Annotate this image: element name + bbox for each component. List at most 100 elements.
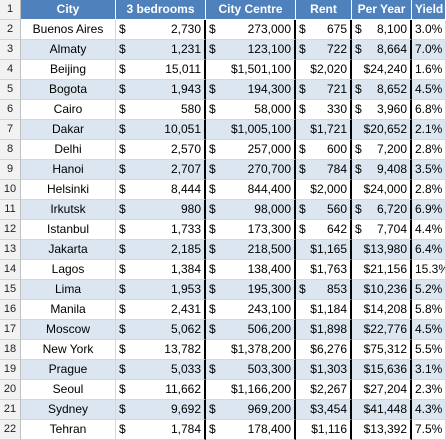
cell-rent[interactable]: $1,763 <box>296 260 352 280</box>
cell-city[interactable]: Moscow <box>21 320 116 340</box>
cell-rent[interactable]: $1,898 <box>296 320 352 340</box>
cell-city-centre[interactable]: $218,500 <box>206 240 296 260</box>
cell-city-centre[interactable]: $173,300 <box>206 220 296 240</box>
cell-rent[interactable]: $6,276 <box>296 340 352 360</box>
cell-city-centre[interactable]: $138,400 <box>206 260 296 280</box>
cell-per-year[interactable]: $8,100 <box>352 20 412 40</box>
cell-yield[interactable]: 6.8% <box>412 100 446 120</box>
cell-city-centre[interactable]: $1,378,200 <box>206 340 296 360</box>
cell-3-bedrooms[interactable]: $1,231 <box>116 40 206 60</box>
cell-per-year[interactable]: $41,448 <box>352 400 412 420</box>
cell-rent[interactable]: $675 <box>296 20 352 40</box>
cell-city-centre[interactable]: $58,000 <box>206 100 296 120</box>
cell-city-centre[interactable]: $1,501,100 <box>206 60 296 80</box>
cell-yield[interactable]: 2.8% <box>412 180 446 200</box>
cell-rent[interactable]: $1,165 <box>296 240 352 260</box>
cell-city-centre[interactable]: $844,400 <box>206 180 296 200</box>
cell-3-bedrooms[interactable]: $13,782 <box>116 340 206 360</box>
cell-per-year[interactable]: $13,980 <box>352 240 412 260</box>
cell-3-bedrooms[interactable]: $2,707 <box>116 160 206 180</box>
cell-3-bedrooms[interactable]: $15,011 <box>116 60 206 80</box>
cell-3-bedrooms[interactable]: $5,062 <box>116 320 206 340</box>
cell-yield[interactable]: 4.4% <box>412 220 446 240</box>
cell-3-bedrooms[interactable]: $2,570 <box>116 140 206 160</box>
cell-per-year[interactable]: $14,208 <box>352 300 412 320</box>
cell-rent[interactable]: $600 <box>296 140 352 160</box>
row-number[interactable]: 11 <box>0 200 21 220</box>
cell-city[interactable]: Bogota <box>21 80 116 100</box>
row-number[interactable]: 16 <box>0 300 21 320</box>
cell-city-centre[interactable]: $194,300 <box>206 80 296 100</box>
cell-yield[interactable]: 6.9% <box>412 200 446 220</box>
cell-city[interactable]: Tehran <box>21 420 116 440</box>
cell-city-centre[interactable]: $123,100 <box>206 40 296 60</box>
cell-city-centre[interactable]: $98,000 <box>206 200 296 220</box>
row-number[interactable]: 3 <box>0 40 21 60</box>
cell-city[interactable]: Manila <box>21 300 116 320</box>
row-number[interactable]: 18 <box>0 340 21 360</box>
header-city[interactable]: City <box>21 0 116 20</box>
cell-rent[interactable]: $642 <box>296 220 352 240</box>
cell-yield[interactable]: 5.2% <box>412 280 446 300</box>
cell-yield[interactable]: 4.5% <box>412 80 446 100</box>
cell-city-centre[interactable]: $503,300 <box>206 360 296 380</box>
cell-city-centre[interactable]: $270,700 <box>206 160 296 180</box>
cell-per-year[interactable]: $15,636 <box>352 360 412 380</box>
cell-city-centre[interactable]: $195,300 <box>206 280 296 300</box>
cell-3-bedrooms[interactable]: $980 <box>116 200 206 220</box>
cell-city[interactable]: Beijing <box>21 60 116 80</box>
cell-rent[interactable]: $2,267 <box>296 380 352 400</box>
cell-per-year[interactable]: $6,720 <box>352 200 412 220</box>
header-3-bedrooms[interactable]: 3 bedrooms <box>116 0 206 20</box>
row-number[interactable]: 12 <box>0 220 21 240</box>
cell-city[interactable]: Lima <box>21 280 116 300</box>
cell-per-year[interactable]: $20,652 <box>352 120 412 140</box>
cell-city[interactable]: Almaty <box>21 40 116 60</box>
row-number[interactable]: 22 <box>0 420 21 440</box>
cell-city-centre[interactable]: $178,400 <box>206 420 296 440</box>
cell-per-year[interactable]: $8,652 <box>352 80 412 100</box>
row-number[interactable]: 17 <box>0 320 21 340</box>
cell-rent[interactable]: $1,184 <box>296 300 352 320</box>
cell-yield[interactable]: 3.5% <box>412 160 446 180</box>
row-number[interactable]: 19 <box>0 360 21 380</box>
cell-city[interactable]: Dakar <box>21 120 116 140</box>
cell-3-bedrooms[interactable]: $10,051 <box>116 120 206 140</box>
cell-city-centre[interactable]: $1,166,200 <box>206 380 296 400</box>
cell-per-year[interactable]: $24,240 <box>352 60 412 80</box>
cell-rent[interactable]: $1,721 <box>296 120 352 140</box>
cell-3-bedrooms[interactable]: $2,730 <box>116 20 206 40</box>
row-number[interactable]: 20 <box>0 380 21 400</box>
cell-yield[interactable]: 15.3% <box>412 260 446 280</box>
row-number[interactable]: 5 <box>0 80 21 100</box>
cell-3-bedrooms[interactable]: $11,662 <box>116 380 206 400</box>
cell-3-bedrooms[interactable]: $8,444 <box>116 180 206 200</box>
row-number[interactable]: 1 <box>0 0 21 20</box>
cell-city[interactable]: Jakarta <box>21 240 116 260</box>
row-number[interactable]: 4 <box>0 60 21 80</box>
cell-3-bedrooms[interactable]: $2,431 <box>116 300 206 320</box>
cell-per-year[interactable]: $8,664 <box>352 40 412 60</box>
cell-per-year[interactable]: $3,960 <box>352 100 412 120</box>
cell-3-bedrooms[interactable]: $5,033 <box>116 360 206 380</box>
cell-3-bedrooms[interactable]: $2,185 <box>116 240 206 260</box>
row-number[interactable]: 8 <box>0 140 21 160</box>
cell-city[interactable]: Prague <box>21 360 116 380</box>
cell-yield[interactable]: 3.0% <box>412 20 446 40</box>
cell-rent[interactable]: $1,116 <box>296 420 352 440</box>
cell-per-year[interactable]: $7,200 <box>352 140 412 160</box>
cell-per-year[interactable]: $7,704 <box>352 220 412 240</box>
cell-city[interactable]: New York <box>21 340 116 360</box>
cell-per-year[interactable]: $27,204 <box>352 380 412 400</box>
cell-3-bedrooms[interactable]: $9,692 <box>116 400 206 420</box>
cell-city[interactable]: Buenos Aires <box>21 20 116 40</box>
cell-3-bedrooms[interactable]: $1,953 <box>116 280 206 300</box>
cell-city[interactable]: Sydney <box>21 400 116 420</box>
cell-city-centre[interactable]: $257,000 <box>206 140 296 160</box>
cell-yield[interactable]: 3.1% <box>412 360 446 380</box>
cell-city-centre[interactable]: $243,100 <box>206 300 296 320</box>
cell-yield[interactable]: 2.8% <box>412 140 446 160</box>
cell-yield[interactable]: 2.3% <box>412 380 446 400</box>
cell-yield[interactable]: 7.0% <box>412 40 446 60</box>
cell-city[interactable]: Hanoi <box>21 160 116 180</box>
